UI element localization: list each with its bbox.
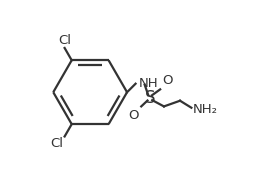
Text: O: O <box>128 109 139 122</box>
Text: NH: NH <box>138 77 158 90</box>
Text: O: O <box>163 74 173 87</box>
Text: NH₂: NH₂ <box>192 103 217 116</box>
Text: S: S <box>144 89 155 107</box>
Text: Cl: Cl <box>51 137 64 150</box>
Text: Cl: Cl <box>58 34 71 47</box>
